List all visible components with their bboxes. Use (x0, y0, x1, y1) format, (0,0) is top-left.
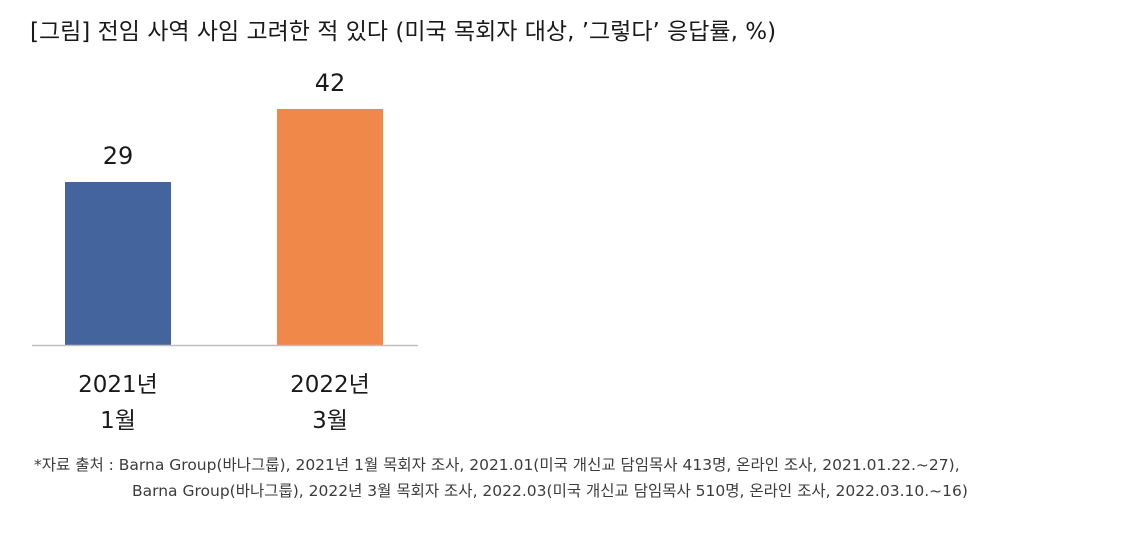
chart-title: [그림] 전임 사역 사임 고려한 적 있다 (미국 목회자 대상, ’그렇다’… (30, 19, 777, 45)
data-label-2: 42 (315, 69, 346, 97)
source-note: *자료 출처 : Barna Group(바나그룹), 2021년 1월 목회자… (34, 452, 1124, 504)
source-line-2: Barna Group(바나그룹), 2022년 3월 목회자 조사, 2022… (132, 482, 968, 500)
category-label-2-line-1: 2022년 (290, 372, 370, 398)
bar-2 (277, 108, 383, 346)
bar-1 (65, 182, 171, 345)
category-label-1-line-2: 1월 (100, 408, 136, 434)
category-label-2-line-2: 3월 (312, 408, 348, 434)
data-label-1: 29 (103, 142, 134, 170)
category-label-1-line-1: 2021년 (78, 372, 158, 398)
source-line-1: *자료 출처 : Barna Group(바나그룹), 2021년 1월 목회자… (34, 456, 960, 474)
